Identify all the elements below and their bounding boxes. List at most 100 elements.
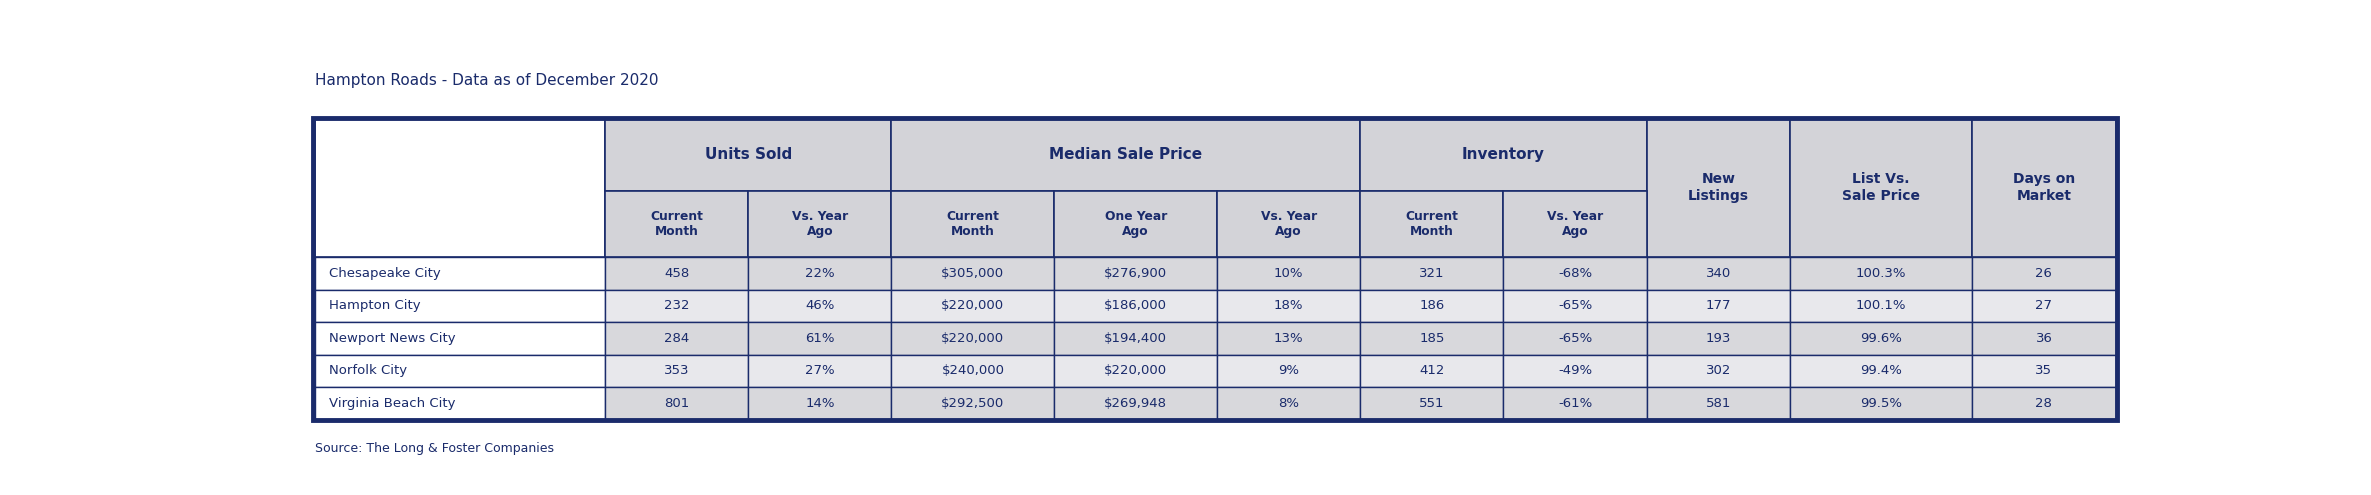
Bar	[1790, 257, 1973, 290]
Bar	[891, 290, 1055, 322]
Bar	[1648, 257, 1790, 290]
Bar	[1648, 322, 1790, 354]
Bar	[605, 290, 749, 322]
Bar	[315, 290, 605, 322]
Text: $220,000: $220,000	[941, 332, 1005, 345]
Text: Current
Month: Current Month	[650, 209, 704, 238]
Bar	[891, 257, 1055, 290]
Text: 99.5%: 99.5%	[1861, 397, 1902, 410]
Text: 193: 193	[1705, 332, 1731, 345]
Bar	[315, 118, 605, 257]
Text: 27%: 27%	[806, 364, 835, 377]
Text: -65%: -65%	[1558, 332, 1593, 345]
Bar	[605, 387, 749, 420]
Text: 185: 185	[1420, 332, 1444, 345]
Bar	[1973, 354, 2115, 387]
Text: 302: 302	[1705, 364, 1731, 377]
Bar	[1216, 257, 1361, 290]
Bar	[1503, 290, 1648, 322]
Text: 412: 412	[1420, 364, 1444, 377]
Text: Vs. Year
Ago: Vs. Year Ago	[1546, 209, 1603, 238]
Text: $220,000: $220,000	[941, 299, 1005, 312]
Text: Current
Month: Current Month	[1406, 209, 1458, 238]
Text: 61%: 61%	[806, 332, 835, 345]
Text: -68%: -68%	[1558, 267, 1593, 280]
Bar	[891, 387, 1055, 420]
Text: Newport News City: Newport News City	[330, 332, 455, 345]
Bar	[1503, 257, 1648, 290]
Bar	[1973, 257, 2115, 290]
Text: Vs. Year
Ago: Vs. Year Ago	[792, 209, 849, 238]
Text: 801: 801	[664, 397, 690, 410]
Bar	[1216, 387, 1361, 420]
Bar	[315, 257, 605, 290]
Bar	[749, 387, 891, 420]
Text: 14%: 14%	[806, 397, 835, 410]
Text: 284: 284	[664, 332, 690, 345]
Bar	[1361, 354, 1503, 387]
Text: $276,900: $276,900	[1105, 267, 1167, 280]
Text: 321: 321	[1420, 267, 1444, 280]
Text: 26: 26	[2034, 267, 2053, 280]
Text: 9%: 9%	[1278, 364, 1299, 377]
Bar	[315, 322, 605, 354]
Text: 177: 177	[1705, 299, 1731, 312]
Bar	[1790, 322, 1973, 354]
Text: 186: 186	[1420, 299, 1444, 312]
Bar	[1055, 290, 1216, 322]
Bar	[891, 354, 1055, 387]
Text: $220,000: $220,000	[1105, 364, 1167, 377]
Text: 99.6%: 99.6%	[1861, 332, 1902, 345]
Bar	[315, 354, 605, 387]
Bar	[891, 191, 1055, 257]
Text: 8%: 8%	[1278, 397, 1299, 410]
Text: 551: 551	[1420, 397, 1444, 410]
Text: 100.3%: 100.3%	[1856, 267, 1906, 280]
Text: $269,948: $269,948	[1105, 397, 1167, 410]
Text: Units Sold: Units Sold	[704, 147, 792, 162]
Bar	[605, 354, 749, 387]
Text: 353: 353	[664, 364, 690, 377]
Text: 10%: 10%	[1273, 267, 1304, 280]
Bar	[891, 118, 1361, 191]
Text: 232: 232	[664, 299, 690, 312]
Bar	[1648, 387, 1790, 420]
Text: One Year
Ago: One Year Ago	[1105, 209, 1167, 238]
Bar	[1648, 290, 1790, 322]
Text: Days on
Market: Days on Market	[2013, 172, 2075, 203]
Text: 18%: 18%	[1273, 299, 1304, 312]
Bar	[1503, 354, 1648, 387]
Bar	[1055, 322, 1216, 354]
Bar	[749, 257, 891, 290]
Bar	[1503, 322, 1648, 354]
Bar	[1361, 290, 1503, 322]
Text: 100.1%: 100.1%	[1856, 299, 1906, 312]
Bar	[605, 257, 749, 290]
Text: Source: The Long & Foster Companies: Source: The Long & Foster Companies	[315, 443, 555, 455]
Bar	[1973, 118, 2115, 257]
Text: 99.4%: 99.4%	[1861, 364, 1902, 377]
Bar	[891, 322, 1055, 354]
Text: $186,000: $186,000	[1105, 299, 1167, 312]
Bar	[1973, 322, 2115, 354]
Text: 35: 35	[2034, 364, 2053, 377]
Text: $194,400: $194,400	[1105, 332, 1167, 345]
Bar	[1361, 191, 1503, 257]
Text: Virginia Beach City: Virginia Beach City	[330, 397, 455, 410]
Text: 28: 28	[2034, 397, 2053, 410]
Bar	[1790, 354, 1973, 387]
Bar	[1361, 118, 1648, 191]
Text: -49%: -49%	[1558, 364, 1593, 377]
Bar	[315, 387, 605, 420]
Bar	[1216, 322, 1361, 354]
Text: 581: 581	[1705, 397, 1731, 410]
Text: $292,500: $292,500	[941, 397, 1005, 410]
Bar	[1216, 290, 1361, 322]
Bar	[1973, 387, 2115, 420]
Text: Vs. Year
Ago: Vs. Year Ago	[1261, 209, 1316, 238]
Text: Current
Month: Current Month	[946, 209, 998, 238]
Bar	[1055, 191, 1216, 257]
Text: -61%: -61%	[1558, 397, 1593, 410]
Bar	[749, 322, 891, 354]
Text: Hampton Roads - Data as of December 2020: Hampton Roads - Data as of December 2020	[315, 73, 659, 88]
